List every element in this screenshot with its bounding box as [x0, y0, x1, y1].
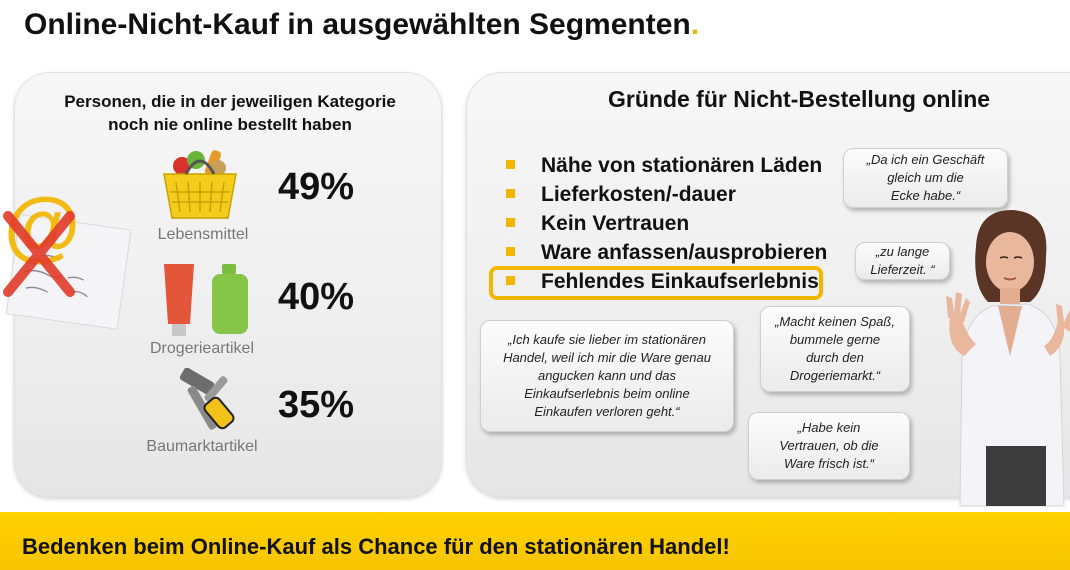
toiletries-icon: [164, 264, 248, 336]
category-label: Lebensmittel: [157, 226, 249, 243]
bottom-banner-text: Bedenken beim Online-Kauf als Chance für…: [22, 534, 730, 559]
reason-item: Ware anfassen/ausprobieren: [500, 241, 827, 269]
quote-bubble: „Da ich ein Geschäft gleich um die Ecke ha…: [843, 148, 1008, 208]
category-value: 35%: [278, 384, 355, 426]
woman-rejecting-gesture-icon: [946, 210, 1070, 507]
quote-bubble: „Macht keinen Spaß, bummele gerne durch de…: [760, 306, 910, 392]
bullet-icon: [506, 218, 515, 228]
quote-bubble: „Ich kaufe sie lieber im stationären Hand…: [480, 320, 734, 432]
reason-item: Nähe von stationären Läden: [500, 154, 822, 182]
tools-icon: [179, 368, 235, 430]
bottom-banner: [0, 512, 1070, 570]
bullet-icon: [506, 247, 515, 257]
right-panel-heading: Gründe für Nicht-Bestellung online: [608, 86, 991, 112]
bullet-icon: [506, 160, 515, 170]
category-label: Baumarktartikel: [146, 438, 258, 455]
quote-bubble: „Habe kein Vertrauen, ob die Ware frisch i…: [748, 412, 910, 480]
category-value: 40%: [278, 276, 355, 318]
quote-bubble: „zu lange Lieferzeit. “: [855, 242, 950, 280]
category-value: 49%: [278, 166, 355, 208]
shopping-basket-icon: [163, 150, 237, 219]
left-panel-heading: Personen, die in der jeweiligen Kategori…: [64, 92, 396, 134]
crossed-at-sign-icon: @: [3, 182, 132, 330]
category-label: Drogerieartikel: [149, 340, 255, 357]
reason-item: Lieferkosten/-dauer: [500, 183, 736, 211]
slide-title: Online-Nicht-Kauf in ausgewählten Segmen…: [24, 8, 700, 41]
bullet-icon: [506, 276, 515, 286]
reason-item-highlighted: Fehlendes Einkaufserlebnis: [500, 270, 819, 298]
bullet-icon: [506, 189, 515, 199]
highlight-frame: [489, 266, 823, 300]
reason-item: Kein Vertrauen: [500, 212, 689, 240]
